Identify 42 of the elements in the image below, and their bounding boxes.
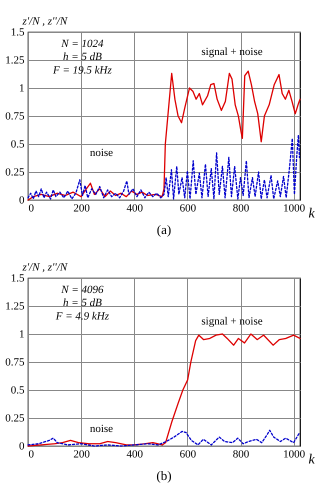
y-tick-label: 1.5: [10, 26, 25, 38]
text: (b): [156, 468, 172, 483]
annotation: F = 4.9 kHz: [54, 310, 110, 323]
y-tick-label: 0: [19, 440, 25, 452]
y-tick-label: 0.25: [5, 166, 25, 178]
annotation: noise: [90, 423, 114, 436]
y-axis-title: z'/N , z''/N: [22, 262, 68, 274]
x-tick-label: 1000: [283, 448, 306, 460]
y-tick-label: 0.75: [5, 110, 25, 122]
x-tick-label: 600: [180, 202, 197, 214]
y-tick-label: 1.5: [10, 272, 25, 284]
annotation: N = 1024: [60, 38, 104, 50]
y-axis-title: z'/N , z''/N: [22, 16, 68, 28]
y-tick-label: 1: [19, 82, 24, 94]
annotation: signal + noise: [201, 316, 263, 328]
y-tick-label: 1.25: [5, 54, 25, 66]
x-tick-label: 200: [73, 448, 90, 460]
text: (a): [156, 222, 172, 237]
y-tick-label: 1.25: [5, 300, 25, 312]
x-tick-label: 800: [232, 202, 250, 214]
y-tick-label: 0.5: [10, 138, 25, 150]
annotation: F = 19.5 kHz: [52, 64, 112, 77]
annotation: N = 4096: [60, 284, 104, 296]
annotation: noise: [90, 146, 114, 159]
annotation: signal + noise: [201, 46, 263, 58]
x-tick-label: 800: [232, 448, 250, 460]
y-tick-label: 0.5: [10, 384, 25, 396]
y-tick-label: 0.25: [5, 412, 25, 424]
annotation: h = 5 dB: [62, 297, 102, 310]
y-tick-label: 0.75: [5, 356, 25, 368]
y-tick-label: 0: [19, 194, 25, 206]
x-axis-title: k: [308, 452, 316, 468]
x-axis-title: k: [308, 206, 316, 222]
x-tick-label: 0: [28, 202, 34, 214]
y-tick-label: 1: [19, 328, 24, 340]
x-tick-label: 1000: [283, 202, 306, 214]
x-tick-label: 200: [73, 202, 90, 214]
annotation: h = 5 dB: [62, 51, 102, 64]
x-tick-label: 600: [180, 448, 197, 460]
x-tick-label: 0: [28, 448, 34, 460]
x-tick-label: 400: [126, 202, 144, 214]
x-tick-label: 400: [126, 448, 144, 460]
